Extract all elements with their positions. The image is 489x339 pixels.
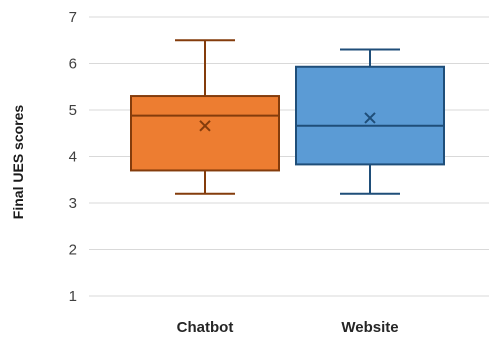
y-tick-label: 1: [69, 288, 77, 305]
iqr-box: [130, 95, 280, 172]
y-tick-label: 2: [69, 242, 77, 259]
box-website: [295, 48, 445, 195]
y-axis-ticks: 1 2 3 4 5 6 7: [69, 9, 77, 305]
x-category-label: Website: [341, 319, 398, 336]
mean-marker: [364, 112, 376, 124]
box-chatbot: [130, 39, 280, 195]
x-axis-categories: Chatbot Website: [177, 319, 399, 336]
mean-marker: [199, 120, 211, 132]
y-tick-label: 7: [69, 9, 77, 26]
y-tick-label: 4: [69, 149, 77, 166]
y-axis-label: Final UES scores: [10, 105, 26, 220]
y-tick-label: 6: [69, 56, 77, 73]
y-tick-label: 5: [69, 102, 77, 119]
x-category-label: Chatbot: [177, 319, 234, 336]
y-tick-label: 3: [69, 195, 77, 212]
boxes: [130, 39, 445, 195]
iqr-box: [295, 65, 445, 166]
